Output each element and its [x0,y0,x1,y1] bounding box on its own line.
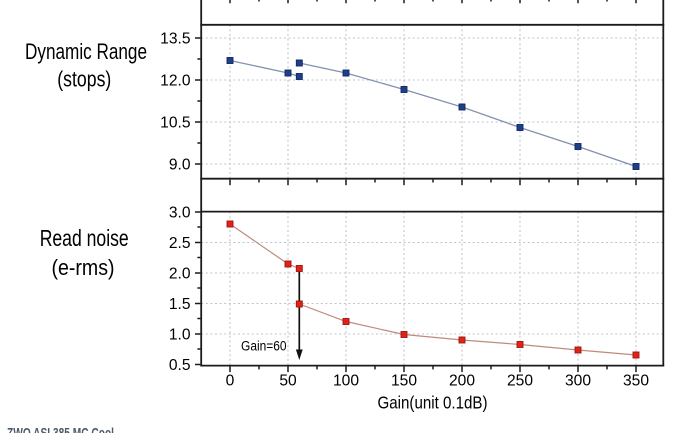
svg-text:1.5: 1.5 [169,296,191,313]
svg-text:50: 50 [279,373,297,390]
svg-text:250: 250 [507,373,533,390]
svg-text:(stops): (stops) [57,67,111,92]
svg-text:Dynamic Range: Dynamic Range [25,39,147,64]
svg-text:Gain=60: Gain=60 [241,339,287,355]
svg-text:(e-rms): (e-rms) [52,255,115,280]
svg-text:Gain(unit 0.1dB): Gain(unit 0.1dB) [378,393,488,413]
svg-text:300: 300 [565,373,591,390]
svg-text:0: 0 [226,373,235,390]
svg-text:150: 150 [391,373,417,390]
svg-text:10.5: 10.5 [160,115,191,132]
svg-text:200: 200 [449,373,475,390]
svg-text:ZWO ASI 385 MC Cool: ZWO ASI 385 MC Cool [7,426,114,433]
svg-text:12.0: 12.0 [160,73,191,90]
svg-text:100: 100 [333,373,359,390]
svg-text:9.0: 9.0 [169,157,191,174]
svg-text:3.0: 3.0 [169,205,191,222]
svg-text:2.5: 2.5 [169,235,191,252]
svg-text:0.5: 0.5 [169,357,191,374]
svg-text:Read noise: Read noise [40,225,129,251]
svg-text:350: 350 [623,373,649,390]
svg-text:13.5: 13.5 [160,31,191,48]
svg-text:1.0: 1.0 [169,327,191,344]
svg-text:2.0: 2.0 [169,266,191,283]
